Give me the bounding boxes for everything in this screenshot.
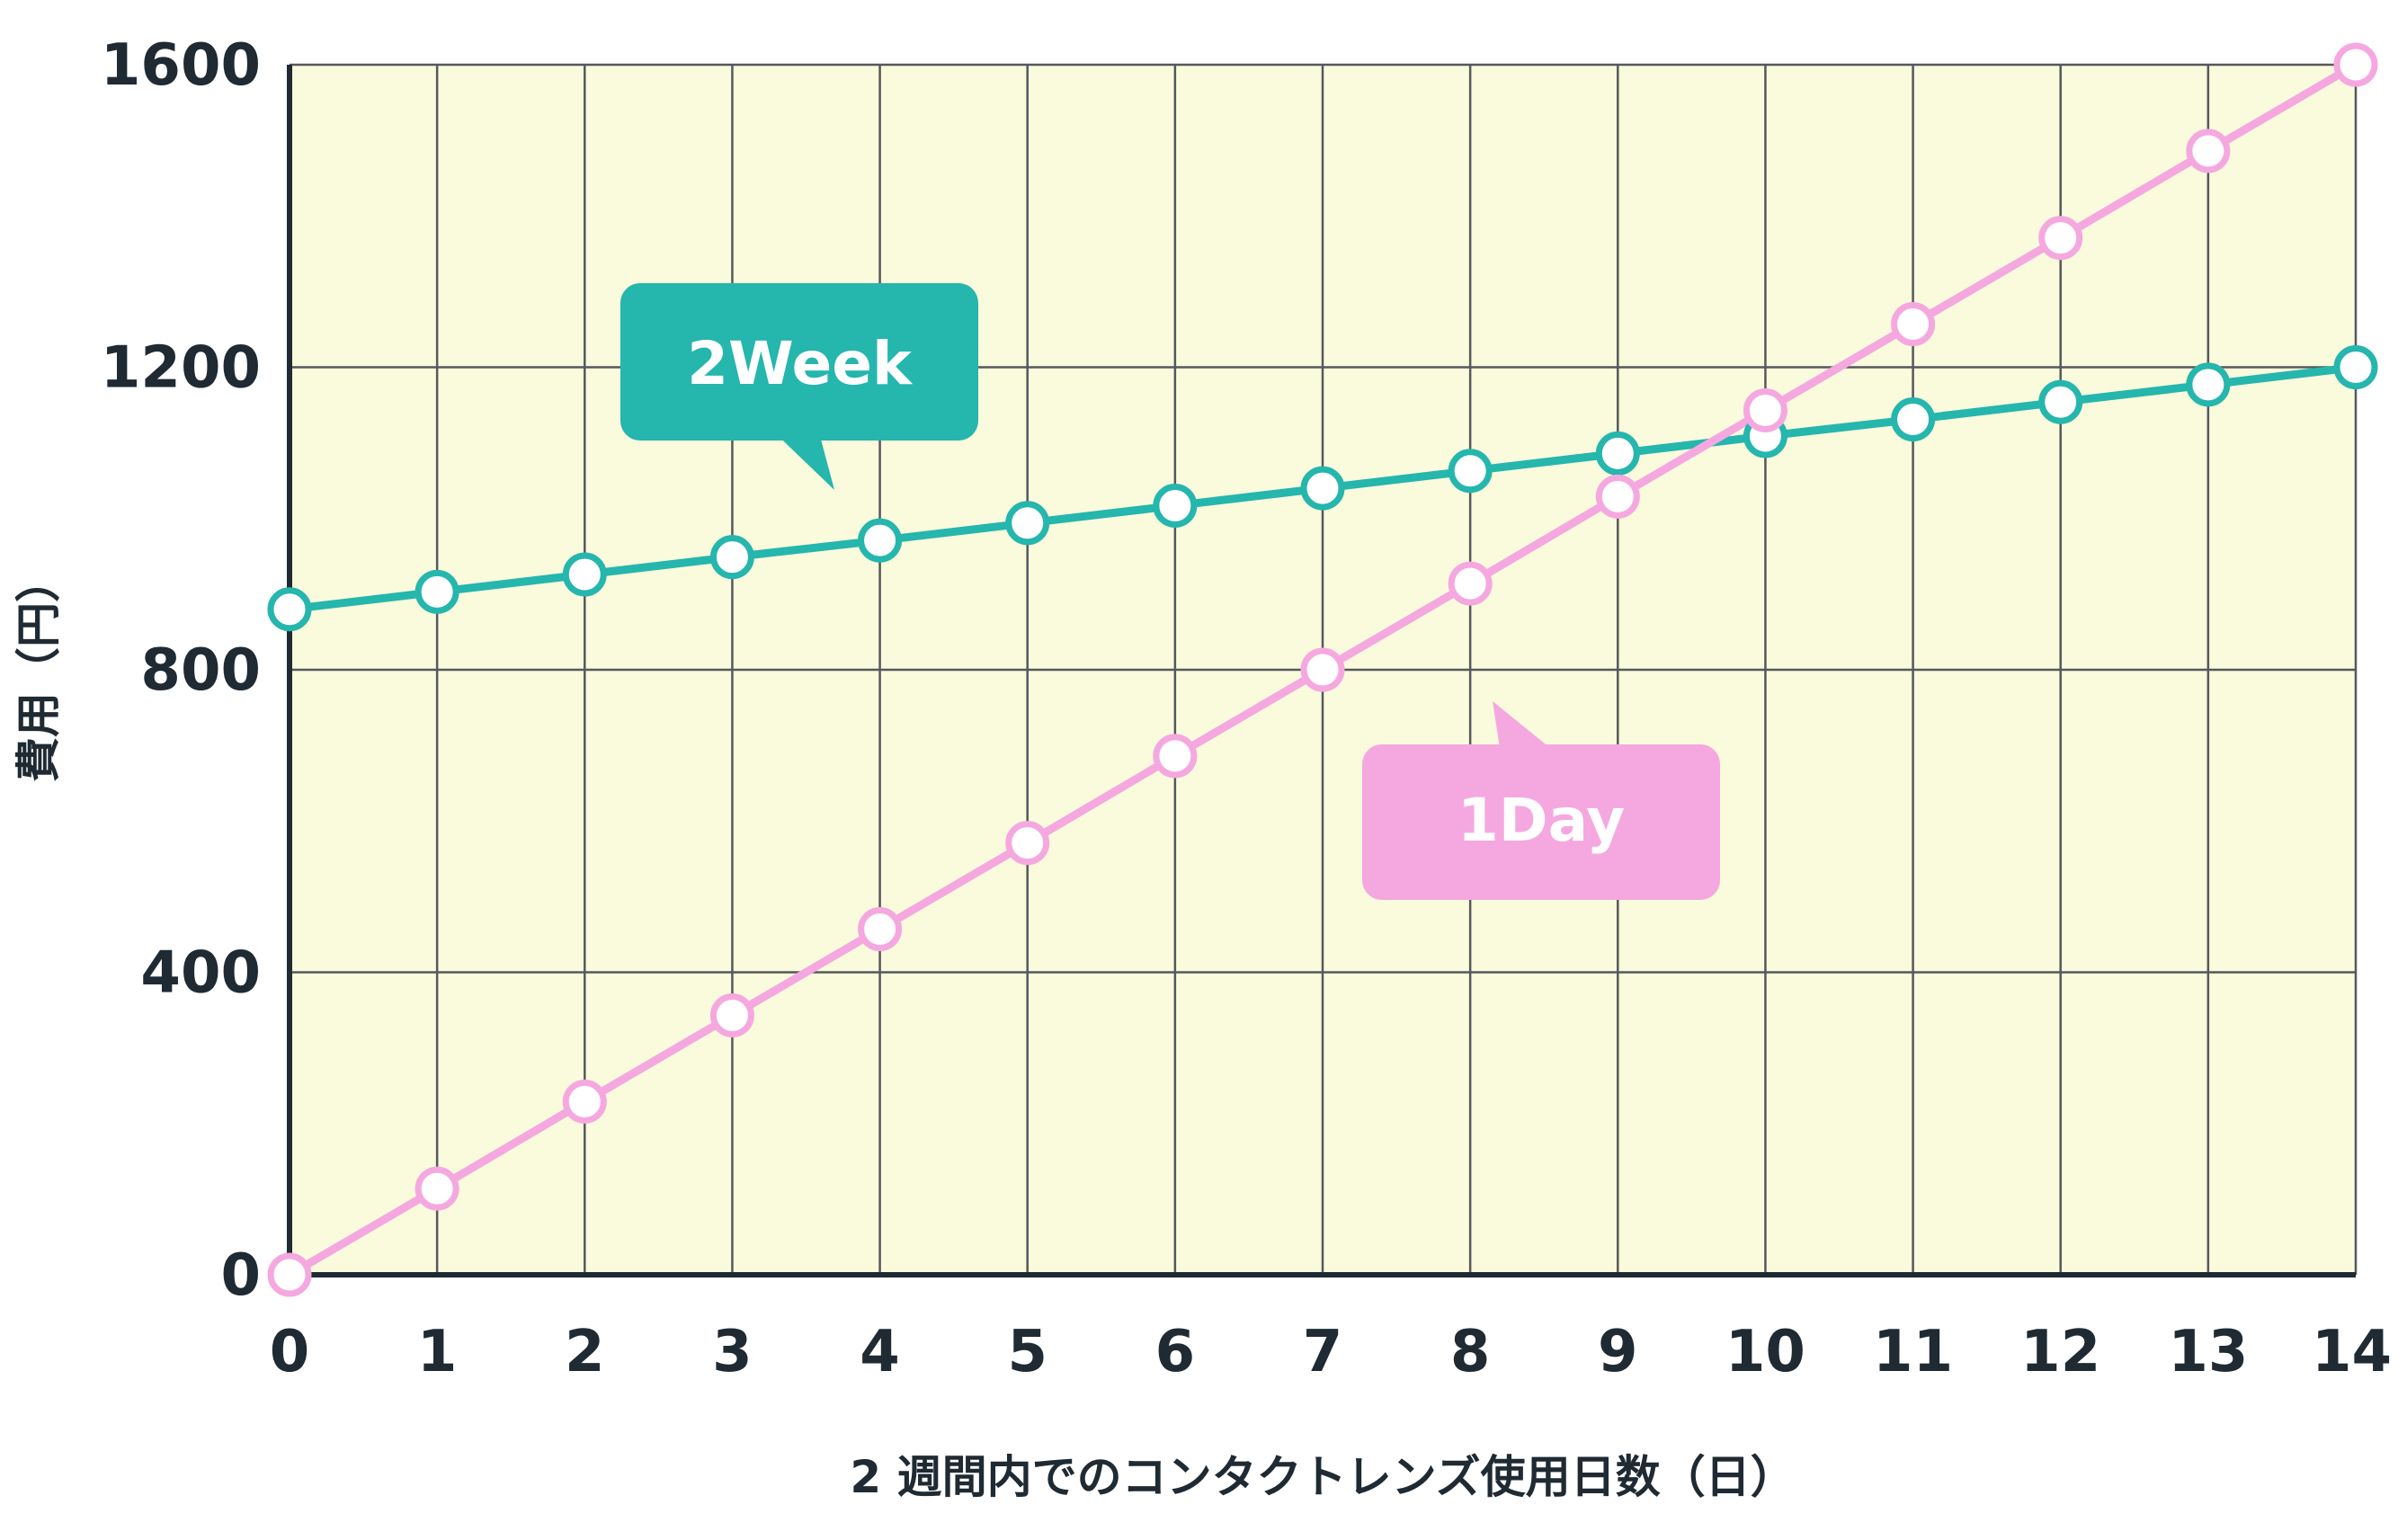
callout-2week-box xyxy=(620,283,978,441)
x-tick-label: 11 xyxy=(1873,1319,1953,1385)
callout-1day: 1Day xyxy=(1362,701,1720,900)
data-point-2week xyxy=(709,535,754,580)
y-tick-label: 800 xyxy=(140,637,261,704)
data-point-2week xyxy=(2038,379,2083,424)
x-axis-label: 2 週間内でのコンタクトレンズ使用日数（日） xyxy=(850,1451,1795,1503)
data-point-1day xyxy=(1300,647,1345,692)
data-point-1day xyxy=(2038,216,2083,261)
x-tick-label: 13 xyxy=(2168,1319,2248,1385)
data-point-1day xyxy=(709,993,754,1037)
callout-2week-label: 2Week xyxy=(687,329,914,398)
data-point-2week xyxy=(858,518,903,563)
data-point-1day xyxy=(562,1079,607,1124)
data-point-1day xyxy=(1891,302,1936,347)
x-tick-label: 5 xyxy=(1007,1319,1047,1385)
data-point-1day xyxy=(2333,42,2378,87)
x-tick-label: 4 xyxy=(860,1319,900,1385)
data-point-2week xyxy=(562,552,607,597)
data-point-2week xyxy=(267,587,312,632)
data-point-2week xyxy=(1005,501,1050,546)
x-tick-labels: 0 1 2 3 4 5 6 7 8 9 10 11 12 13 14 xyxy=(270,1319,2392,1385)
grid-lines xyxy=(288,63,2358,1277)
x-tick-label: 8 xyxy=(1450,1319,1491,1385)
x-tick-label: 14 xyxy=(2312,1319,2392,1385)
x-tick-label: 9 xyxy=(1598,1319,1638,1385)
x-tick-label: 7 xyxy=(1303,1319,1343,1385)
series-points xyxy=(267,42,2378,1297)
data-point-2week xyxy=(1595,431,1640,476)
data-point-1day xyxy=(267,1252,312,1297)
y-tick-labels: 0 400 800 1200 1600 xyxy=(101,32,261,1309)
data-point-2week xyxy=(1448,449,1493,494)
x-tick-label: 6 xyxy=(1155,1319,1196,1385)
y-tick-label: 1600 xyxy=(101,32,261,99)
data-point-1day xyxy=(415,1166,459,1211)
x-tick-label: 0 xyxy=(270,1319,310,1385)
callout-1day-label: 1Day xyxy=(1458,786,1625,855)
callout-2week: 2Week xyxy=(620,283,978,490)
data-point-1day xyxy=(1005,821,1050,866)
data-point-2week xyxy=(1891,397,1936,442)
data-point-1day xyxy=(1595,474,1640,519)
y-axis-label: 費用（円） xyxy=(13,557,65,782)
data-point-2week xyxy=(2186,362,2231,407)
x-tick-label: 2 xyxy=(565,1319,605,1385)
y-tick-label: 0 xyxy=(220,1242,261,1309)
data-point-1day xyxy=(858,907,903,952)
data-point-1day xyxy=(1743,387,1787,432)
data-point-2week xyxy=(2333,345,2378,389)
y-tick-label: 400 xyxy=(140,940,261,1007)
data-point-2week xyxy=(1300,466,1345,511)
callout-1day-box xyxy=(1362,744,1720,900)
data-point-2week xyxy=(1153,483,1198,528)
x-tick-label: 3 xyxy=(712,1319,753,1385)
axes xyxy=(287,65,2356,1277)
x-tick-label: 1 xyxy=(417,1319,458,1385)
y-tick-label: 1200 xyxy=(101,335,261,402)
data-point-1day xyxy=(1448,561,1493,606)
data-point-1day xyxy=(2186,129,2231,174)
data-point-1day xyxy=(1153,734,1198,779)
x-tick-label: 10 xyxy=(1725,1319,1805,1385)
data-point-2week xyxy=(415,569,459,614)
x-tick-label: 12 xyxy=(2020,1319,2100,1385)
